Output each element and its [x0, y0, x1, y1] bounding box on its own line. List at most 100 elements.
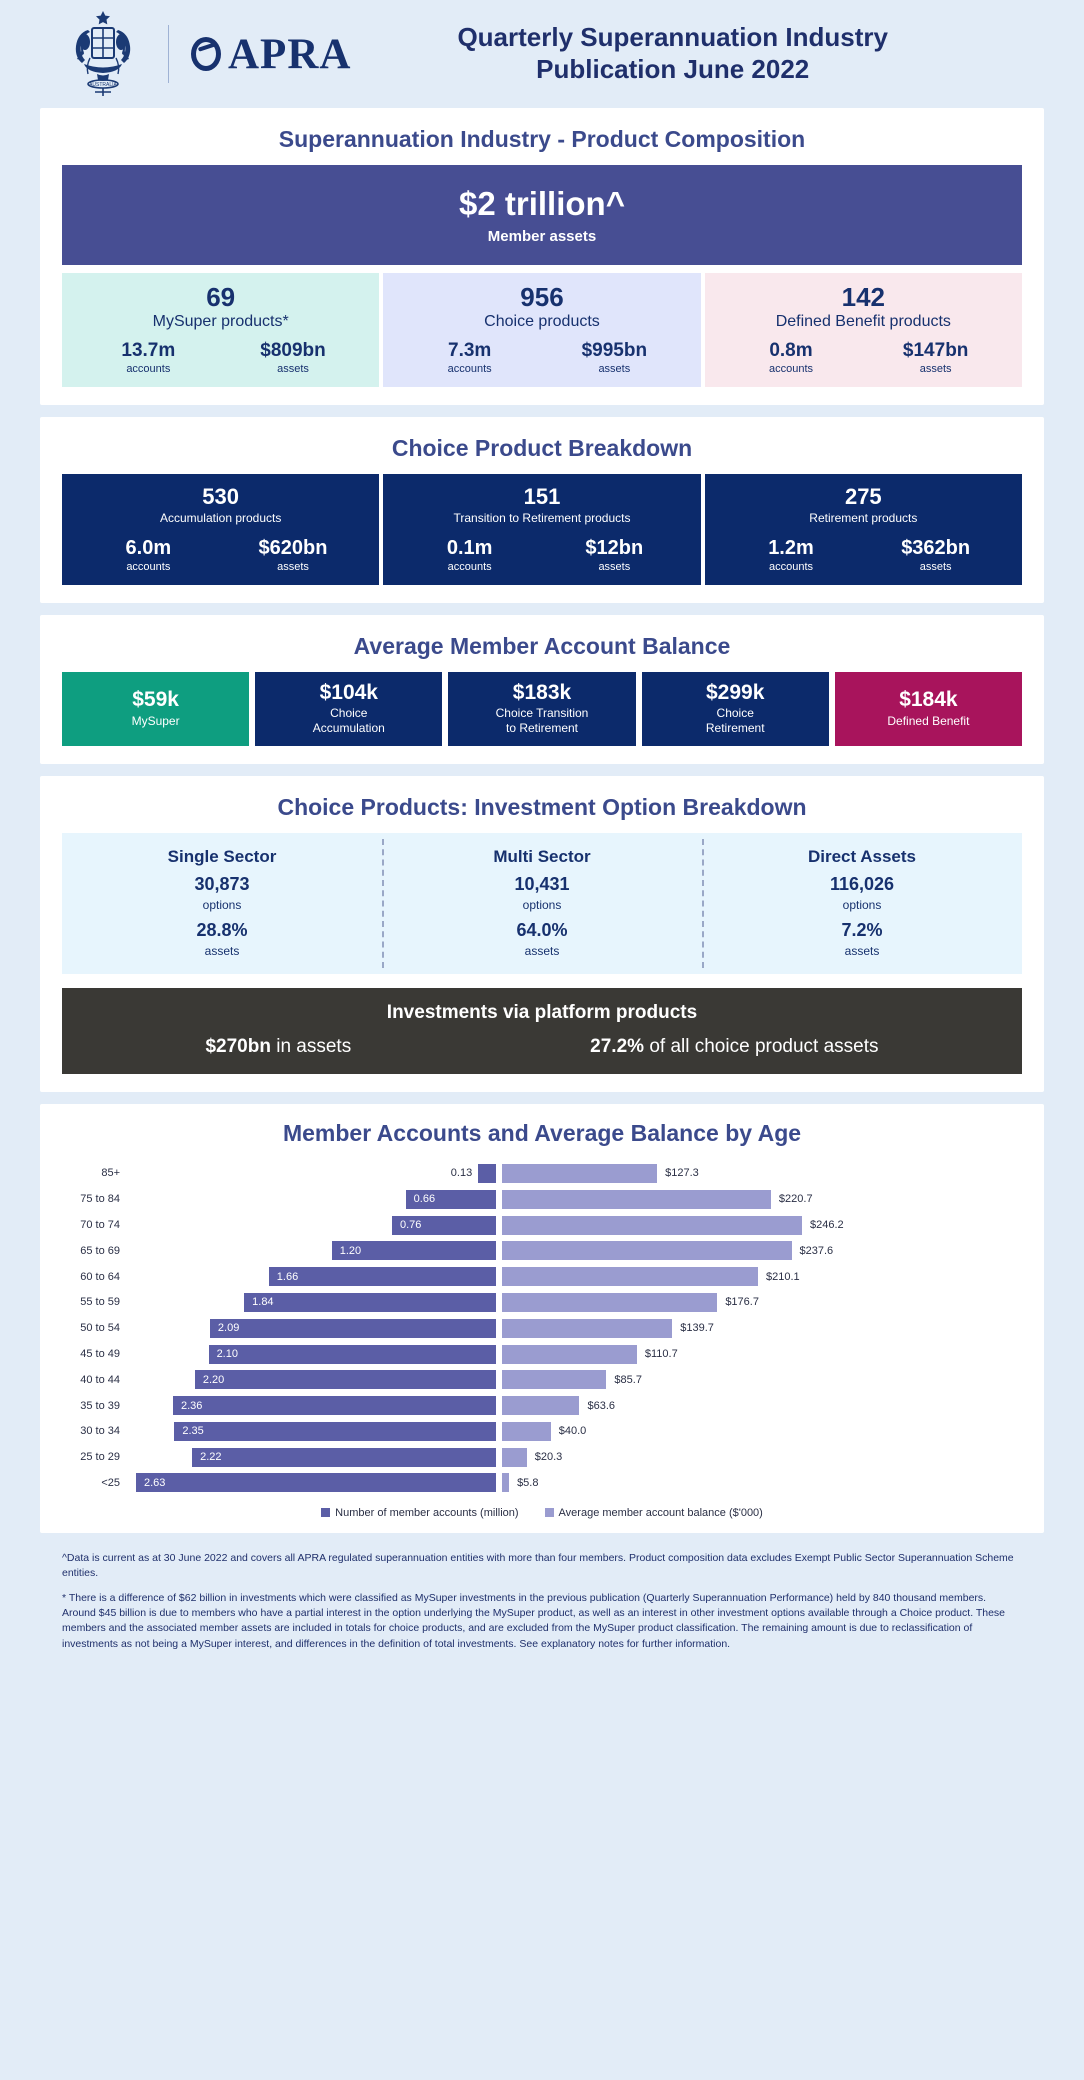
tile-defined-benefit: $184k Defined Benefit	[834, 671, 1023, 746]
stat-value: 1.2m	[768, 536, 814, 559]
tile-label: MySuper	[131, 713, 180, 728]
option-pct: 7.2%	[841, 919, 883, 940]
average-balance-title: Average Member Account Balance	[353, 632, 731, 659]
legend-label: Average member account balance ($'000)	[558, 1506, 763, 1519]
chart-category-label: 70 to 74	[80, 1219, 120, 1232]
stat-label: assets	[277, 560, 309, 573]
tile-value: $184k	[899, 688, 958, 712]
chart-bar-balance	[502, 1344, 637, 1364]
chart-right-value: $246.2	[810, 1219, 844, 1232]
option-pct: 28.8%	[196, 919, 248, 940]
stat-label: accounts	[126, 363, 171, 376]
stat-value: 6.0m	[125, 536, 172, 559]
chart-bar-accounts: 2.35	[174, 1421, 496, 1441]
chart-right-value: $127.3	[665, 1167, 699, 1180]
apra-logo: APRA	[191, 30, 351, 79]
chart-right-track: $110.7	[502, 1341, 1022, 1367]
option-name: Multi Sector	[493, 846, 591, 866]
page-title: Quarterly Superannuation Industry Public…	[351, 22, 1024, 85]
chart-category-label: 30 to 34	[80, 1425, 120, 1438]
stat-label: accounts	[768, 560, 813, 573]
chart-plot-area: 85+ 0.13 $127.3 75 to 84 0.66 $220.7 70 to 74 0…	[62, 1161, 1022, 1497]
chart-right-track: $246.2	[502, 1212, 1022, 1238]
chart-bar-balance	[502, 1447, 527, 1467]
chart-row: 75 to 84 0.66 $220.7	[62, 1186, 1022, 1212]
chart-left-value: 2.20	[202, 1373, 225, 1386]
stat-assets: $809bn assets	[221, 340, 366, 375]
option-pct-label: assets	[204, 943, 240, 958]
chart-right-track: $40.0	[502, 1419, 1022, 1445]
chart-left-track: 2.63	[128, 1470, 496, 1496]
stat-label: accounts	[768, 363, 813, 376]
chart-right-value: $20.3	[534, 1451, 563, 1464]
chart-right-value: $5.8	[517, 1476, 539, 1489]
chart-right-track: $139.7	[502, 1315, 1022, 1341]
tile-label: Choice Retirement	[705, 706, 765, 736]
chart-right-track: $176.7	[502, 1290, 1022, 1316]
card-stats: 13.7m accounts $809bn assets	[76, 340, 365, 375]
card-number: 142	[841, 281, 886, 312]
header-divider	[168, 25, 169, 83]
chart-bar-balance	[502, 1215, 802, 1235]
chart-bar-balance	[502, 1189, 771, 1209]
chart-row: 85+ 0.13 $127.3	[62, 1161, 1022, 1187]
chart-category-label: 55 to 59	[80, 1296, 120, 1309]
stat-value: $362bn	[901, 536, 971, 559]
chart-bar-accounts: 0.76	[391, 1215, 496, 1235]
stat-value: 0.1m	[446, 536, 493, 559]
legend-item-balance: Average member account balance ($'000)	[544, 1506, 763, 1519]
chart-right-value: $220.7	[778, 1193, 813, 1206]
chart-category-label: 85+	[101, 1167, 120, 1180]
balance-tiles-row: $59k MySuper $104k Choice Accumulation $1…	[62, 671, 1023, 746]
panel-investment-options: Choice Products: Investment Option Break…	[40, 775, 1044, 1092]
chart-right-track: $5.8	[502, 1470, 1022, 1496]
stat-accounts: 7.3m accounts	[397, 340, 542, 375]
stat-label: assets	[277, 363, 309, 376]
stat-assets: $147bn assets	[863, 340, 1008, 375]
svg-text:AUSTRALIA: AUSTRALIA	[89, 82, 117, 88]
panel-average-balance: Average Member Account Balance $59k MySu…	[40, 614, 1044, 764]
option-name: Single Sector	[167, 846, 277, 866]
chart-right-value: $237.6	[799, 1244, 834, 1257]
dcard-transition-to-retirement: 151 Transition to Retirement products 0.…	[383, 474, 701, 585]
chart-category-label: <25	[101, 1476, 120, 1489]
chart-bar-balance	[502, 1292, 718, 1312]
chart-right-value: $63.6	[587, 1399, 616, 1412]
apra-ring-icon	[191, 37, 221, 71]
chart-bar-accounts: 2.09	[209, 1318, 496, 1338]
chart-bar-accounts: 1.66	[268, 1267, 496, 1287]
stat-label: assets	[598, 363, 631, 376]
tile-choice-transition-to-retirement: $183k Choice Transition to Retirement	[448, 671, 636, 746]
chart-left-track: 0.76	[128, 1212, 496, 1238]
panel-chart: Member Accounts and Average Balance by A…	[40, 1103, 1044, 1533]
option-pct: 64.0%	[516, 919, 568, 940]
stat-label: accounts	[447, 560, 492, 573]
chart-left-value: 2.10	[216, 1348, 238, 1360]
footnote-1: ^Data is current as at 30 June 2022 and …	[62, 1551, 1014, 1579]
chart-row: 40 to 44 2.20 $85.7	[62, 1367, 1022, 1393]
chart-row: 65 to 69 1.20 $237.6	[62, 1238, 1022, 1264]
platform-title: Investments via platform products	[386, 1001, 698, 1023]
option-count: 30,873	[194, 873, 250, 894]
chart-category-label: 65 to 69	[80, 1244, 120, 1257]
card-stats: 7.3m accounts $995bn assets	[397, 340, 686, 375]
footnote-2: * There is a difference of $62 billion i…	[62, 1591, 1006, 1650]
chart-right-track: $220.7	[502, 1186, 1022, 1212]
chart-bar-accounts: 0.66	[405, 1189, 496, 1209]
chart-right-value: $110.7	[644, 1348, 678, 1360]
chart-bar-accounts: 1.84	[244, 1292, 496, 1312]
chart-left-value: 0.66	[413, 1193, 436, 1206]
chart-category-label: 35 to 39	[80, 1399, 120, 1412]
stat-label: accounts	[126, 560, 171, 573]
chart-left-track: 2.36	[128, 1393, 496, 1419]
chart-left-value: 0.76	[399, 1219, 422, 1232]
panel-choice-breakdown: Choice Product Breakdown 530 Accumulatio…	[40, 417, 1044, 603]
chart-left-value: 0.13	[450, 1167, 473, 1180]
card-stats: 0.8m accounts $147bn assets	[719, 340, 1008, 375]
stat-value: $809bn	[260, 340, 326, 362]
chart-bar-balance	[502, 1370, 607, 1390]
legend-swatch	[544, 1508, 554, 1518]
chart-right-track: $210.1	[502, 1264, 1022, 1290]
platform-stat2-rest: of all choice product assets	[644, 1035, 879, 1057]
chart-bar-accounts: 2.22	[192, 1447, 496, 1467]
